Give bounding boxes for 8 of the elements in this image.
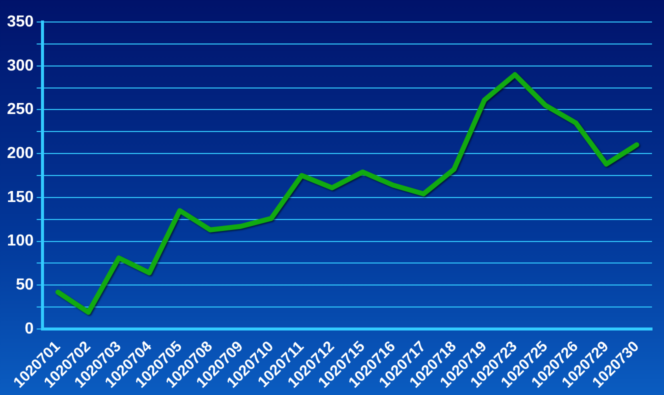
y-tick-label: 250 <box>6 101 34 118</box>
y-tick-label: 350 <box>6 13 34 30</box>
y-tick-label: 300 <box>6 57 34 74</box>
y-tick-label: 100 <box>6 232 34 250</box>
y-tick-label: 0 <box>24 320 34 338</box>
y-tick-label: 150 <box>6 188 34 206</box>
y-tick-label: 50 <box>16 276 34 294</box>
y-tick-label: 200 <box>6 144 34 162</box>
